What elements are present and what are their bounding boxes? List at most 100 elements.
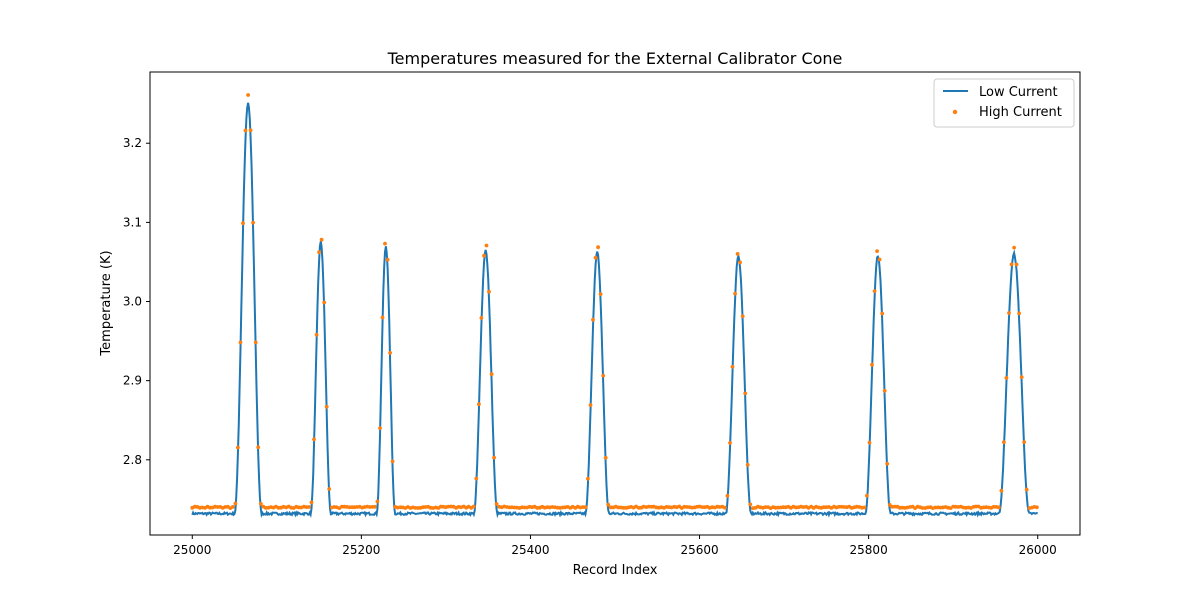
high-current-point	[1024, 487, 1029, 492]
high-current-point	[1002, 440, 1006, 445]
high-current-point	[236, 445, 240, 450]
high-current-point	[479, 316, 484, 320]
high-current-point	[238, 340, 243, 345]
high-current-point	[743, 391, 748, 396]
high-current-point	[740, 314, 745, 319]
x-axis-label: Record Index	[573, 563, 658, 578]
x-tick-label: 25600	[680, 543, 718, 557]
high-current-point	[248, 128, 253, 133]
high-current-point	[385, 257, 390, 262]
high-current-point	[593, 255, 598, 260]
x-tick-label: 26000	[1019, 543, 1057, 557]
y-tick-label: 3.0	[123, 295, 142, 309]
high-current-point	[596, 245, 600, 250]
plot-area	[190, 93, 1039, 519]
high-current-point	[383, 241, 387, 246]
high-current-point	[598, 292, 603, 296]
high-current-point	[484, 243, 489, 248]
high-current-point	[309, 500, 314, 505]
high-current-point	[319, 237, 324, 242]
high-current-point	[733, 291, 737, 296]
high-current-point	[875, 249, 879, 254]
legend-low-current-label: Low Current	[979, 85, 1058, 100]
high-current-point	[1022, 440, 1027, 444]
legend: Low Current High Current	[933, 78, 1075, 128]
high-current-point	[322, 300, 327, 305]
series-high-current-points	[190, 93, 1039, 510]
high-current-point	[492, 455, 496, 460]
high-current-point	[317, 250, 321, 255]
high-current-point	[314, 332, 319, 337]
high-current-point	[373, 504, 377, 509]
high-current-point	[233, 501, 238, 506]
high-current-point	[312, 437, 316, 442]
high-current-point	[307, 505, 311, 509]
x-axis: 25000 25200 25400 25600 25800 26000	[173, 535, 1057, 557]
high-current-point	[241, 221, 245, 226]
high-current-point	[996, 505, 1001, 510]
legend-high-current-label: High Current	[979, 105, 1062, 120]
high-current-point	[885, 461, 890, 466]
high-current-point	[327, 487, 332, 491]
high-current-point	[603, 455, 608, 460]
x-tick-label: 25800	[850, 543, 888, 557]
high-current-point	[583, 505, 588, 510]
series-low-current-line	[191, 102, 1039, 519]
high-current-point	[880, 311, 885, 316]
y-tick-label: 2.9	[123, 374, 142, 388]
high-current-point	[324, 404, 329, 409]
high-current-point	[735, 252, 740, 256]
high-current-point	[246, 93, 251, 97]
high-current-point	[725, 493, 730, 498]
high-current-point	[586, 476, 590, 481]
x-tick-label: 25400	[511, 543, 549, 557]
plot-frame	[149, 71, 1081, 536]
high-current-point	[489, 372, 494, 377]
x-tick-label: 25000	[173, 543, 211, 557]
high-current-point	[862, 505, 867, 510]
chart-title: Temperatures measured for the External C…	[387, 49, 843, 68]
high-current-point	[601, 373, 606, 378]
high-current-point	[872, 289, 877, 293]
high-current-point	[728, 441, 732, 445]
high-current-point	[745, 463, 750, 467]
high-current-point	[867, 440, 872, 445]
high-current-point	[477, 402, 481, 407]
high-current-point	[388, 351, 392, 355]
high-current-point	[251, 220, 256, 225]
y-axis: 2.8 2.9 3.0 3.1 3.2	[123, 136, 150, 467]
high-current-point	[1035, 505, 1039, 510]
high-current-point	[723, 505, 727, 510]
high-current-point	[487, 289, 491, 294]
high-current-point	[1004, 376, 1009, 380]
legend-high-current-swatch	[952, 109, 958, 115]
high-current-point	[865, 493, 869, 498]
high-current-point	[380, 315, 385, 320]
high-current-point	[522, 505, 527, 510]
high-current-point	[375, 499, 380, 504]
high-current-point	[378, 426, 382, 430]
high-current-point	[999, 488, 1004, 493]
high-current-point	[253, 340, 258, 345]
y-tick-label: 3.2	[123, 136, 142, 150]
high-current-point	[870, 362, 874, 367]
y-axis-label: Temperature (K)	[99, 250, 114, 356]
high-current-point	[730, 364, 735, 369]
high-current-point	[390, 459, 395, 464]
high-current-point	[474, 476, 479, 481]
high-current-point	[738, 260, 742, 265]
high-current-point	[494, 502, 499, 506]
high-current-point	[471, 504, 476, 509]
high-current-point	[1019, 375, 1024, 379]
high-current-point	[606, 502, 611, 507]
high-current-point	[877, 257, 882, 262]
high-current-point	[1014, 262, 1019, 267]
high-current-point	[920, 506, 925, 510]
y-tick-label: 2.8	[123, 453, 142, 467]
high-current-point	[748, 502, 753, 507]
high-current-point	[882, 388, 887, 393]
high-current-point	[258, 501, 263, 506]
high-current-point	[1007, 311, 1011, 315]
x-tick-label: 25200	[342, 543, 380, 557]
high-current-point	[256, 445, 261, 450]
